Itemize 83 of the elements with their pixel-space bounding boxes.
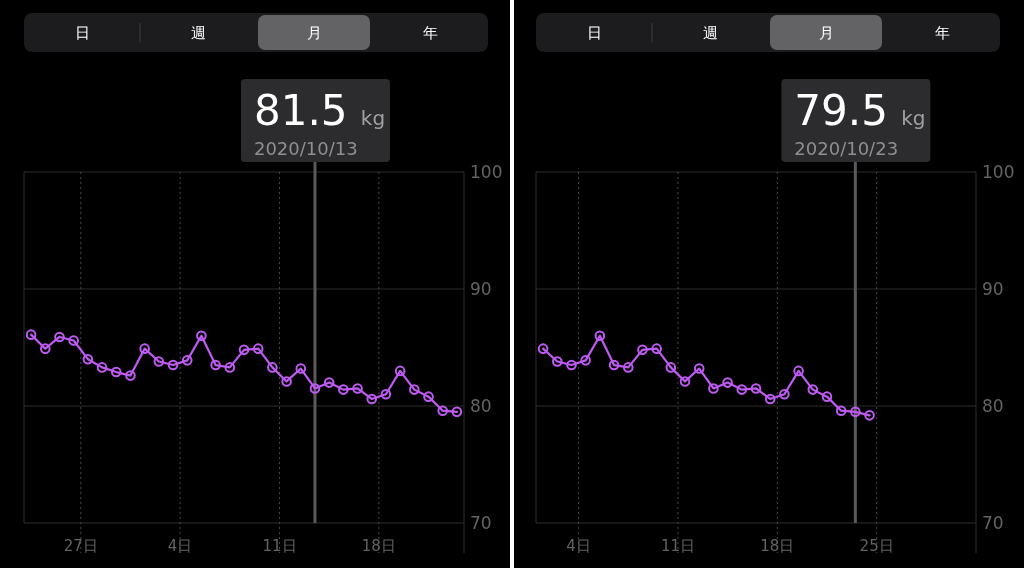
point [637,344,648,356]
point [210,359,221,371]
point [352,383,363,394]
x-tick-label: 11日 [262,537,297,555]
point [537,343,549,354]
point [110,366,122,378]
point [153,356,165,367]
y-tick-label: 80 [470,396,492,416]
y-tick-label: 70 [982,513,1004,533]
point [793,365,804,377]
point [167,359,179,371]
point [693,363,705,374]
y-tick-label: 80 [982,396,1004,416]
point [380,389,392,400]
point [608,359,620,371]
text: 日 [74,24,90,42]
point [366,393,378,405]
point [864,410,875,421]
x-tick-label: 27日 [63,537,98,555]
text: 日 [586,24,602,42]
point [394,365,406,377]
text: 年 [934,24,950,42]
text: 79.5 kg [794,86,926,135]
point [580,355,591,366]
point [338,384,349,395]
x-tick-label: 18日 [760,537,795,555]
point [722,377,733,388]
text: 月 [306,24,322,42]
point [54,331,65,343]
point [451,406,463,418]
y-tick-label: 100 [982,162,1015,182]
y-tick-label: 70 [470,513,492,533]
point [409,384,420,395]
point [679,376,691,387]
point [281,376,292,387]
point [295,363,307,374]
point [96,362,108,373]
point [323,377,335,388]
point [437,405,449,416]
text: 2020/10/13 [253,138,358,159]
text: 81.5 kg [253,86,386,135]
point [651,343,662,354]
x-tick-label: 4日 [566,537,591,555]
point [25,329,37,340]
point [181,355,193,366]
point [309,383,321,394]
x-tick-label: 4日 [167,537,193,555]
text: 年 [422,24,438,42]
text: 週 [702,24,718,42]
x-tick-label: 18日 [361,537,396,555]
point [125,370,136,381]
y-tick-label: 90 [470,279,492,299]
text: 月 [818,24,834,42]
point [224,362,236,373]
point [196,330,207,342]
text: 2020/10/23 [794,138,899,159]
point [807,384,819,395]
point [750,383,762,394]
point [594,330,606,342]
point [736,384,748,395]
point [622,362,634,373]
point [821,391,833,402]
point [82,353,94,365]
point [551,356,563,367]
point [139,343,150,354]
x-tick-label: 25日 [859,537,894,555]
point [566,359,577,371]
point [423,391,434,402]
text: 週 [190,24,206,42]
point [252,343,264,354]
y-tick-label: 100 [470,162,503,182]
y-tick-label: 90 [982,279,1004,299]
point [665,362,677,373]
point [238,344,250,356]
x-tick-label: 11日 [660,537,695,555]
point [708,383,719,394]
point [39,343,51,354]
point [850,406,861,418]
point [779,389,790,400]
point [764,393,776,405]
point [267,362,278,373]
point [835,405,847,416]
point [68,335,79,346]
